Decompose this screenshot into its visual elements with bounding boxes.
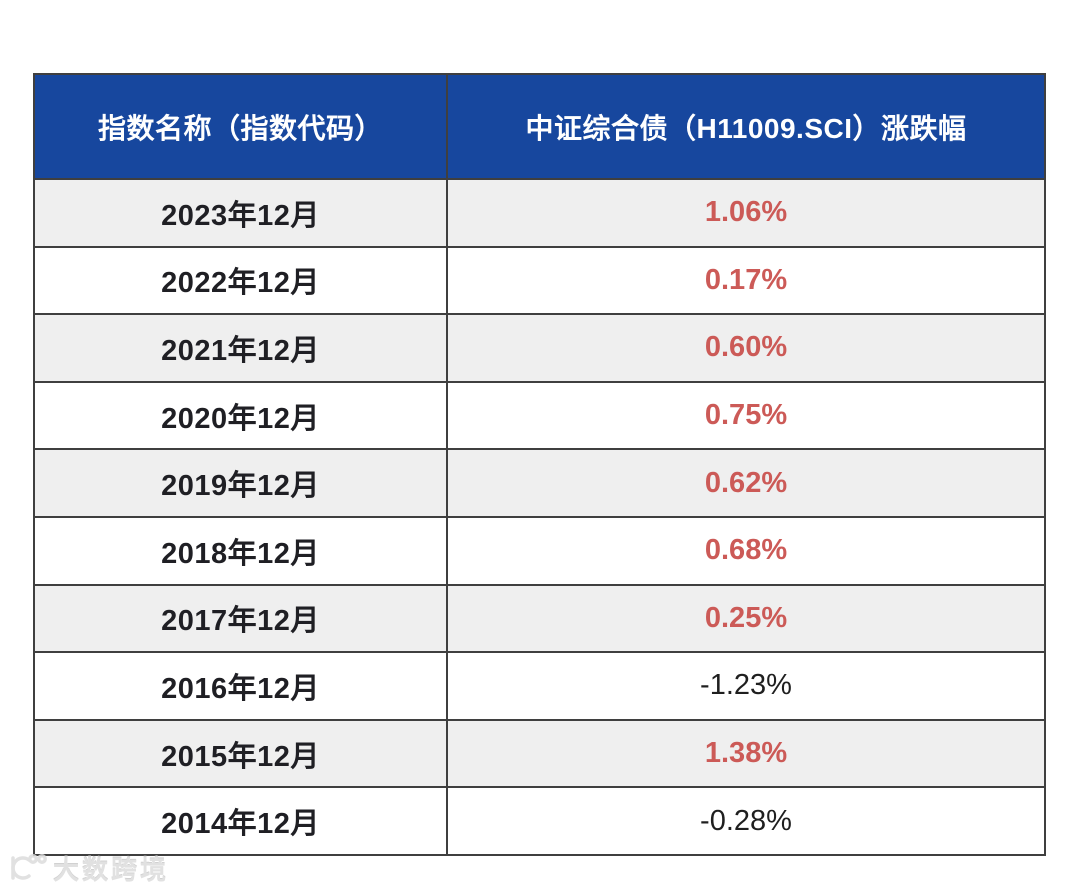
watermark-brand-text: 大数跨境 [53,854,170,885]
table-row: 2016年12月 -1.23% [35,653,1044,721]
period-cell: 2018年12月 [35,517,448,584]
period-cell: 2017年12月 [35,585,448,652]
period-cell: 2020年12月 [35,382,448,449]
period-cell: 2021年12月 [35,315,448,381]
change-cell: 0.62% [704,466,788,499]
change-cell: 0.75% [704,399,788,432]
period-cell: 2022年12月 [35,247,448,314]
watermark: 大数跨境 [5,850,169,886]
change-cell: -0.28% [700,804,792,837]
header-index-change: 中证综合债（H11009.SCI）涨跌幅 [525,112,967,144]
table-row: 2022年12月 0.17% [35,247,1044,316]
table-row: 2020年12月 0.75% [35,382,1044,451]
change-cell: 1.06% [704,196,788,229]
table-header-row: 指数名称（指数代码） 中证综合债（H11009.SCI）涨跌幅 [35,75,1044,180]
change-cell: 0.17% [704,263,788,296]
change-cell: 0.60% [704,331,788,364]
dashu-100-logo-icon [11,854,47,880]
table-row: 2015年12月 1.38% [35,720,1044,789]
change-cell: 0.68% [704,534,788,567]
period-cell: 2015年12月 [35,720,448,787]
period-cell: 2019年12月 [35,450,448,516]
table-row: 2021年12月 0.60% [35,315,1044,383]
period-cell: 2023年12月 [35,180,448,246]
table-row: 2023年12月 1.06% [35,180,1044,248]
change-cell: 0.25% [704,601,788,634]
change-cell: 1.38% [704,737,788,770]
index-returns-table: 指数名称（指数代码） 中证综合债（H11009.SCI）涨跌幅 2023年12月… [33,73,1046,856]
period-cell: 2016年12月 [35,653,448,719]
table-row: 2017年12月 0.25% [35,585,1044,654]
table-body: 2023年12月 1.06% 2022年12月 0.17% 2021年12月 0… [35,180,1044,854]
table-row: 2018年12月 0.68% [35,517,1044,586]
header-index-name: 指数名称（指数代码） [35,75,448,178]
table-row: 2014年12月 -0.28% [35,788,1044,854]
change-cell: -1.23% [700,669,792,702]
period-cell: 2014年12月 [35,788,448,854]
table-row: 2019年12月 0.62% [35,450,1044,518]
